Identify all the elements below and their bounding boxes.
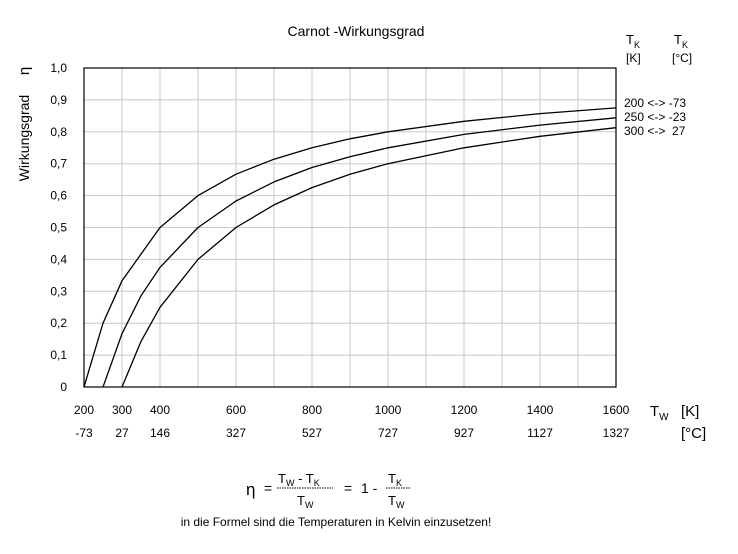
- formula-equals: =: [264, 480, 272, 496]
- legend-header-unit-c: [°C]: [672, 51, 692, 65]
- x-tick-label-k: 600: [226, 403, 246, 417]
- formula-eta: η: [246, 480, 255, 499]
- y-tick-label: 0,3: [50, 284, 67, 298]
- x-tick-label-c: 527: [302, 426, 322, 440]
- x-tick-label-c: 27: [115, 426, 129, 440]
- x-tick-label-c: 1127: [527, 426, 553, 440]
- x-tick-label-k: 400: [150, 403, 170, 417]
- formula-numerator: TW - TK: [278, 471, 320, 488]
- x-axis-symbol: TW: [650, 403, 669, 423]
- x-tick-label-c: 927: [454, 426, 474, 440]
- x-axis-unit-k: [K]: [681, 403, 699, 420]
- formula-denominator-2: TW: [388, 493, 405, 510]
- x-tick-label-c: -73: [75, 426, 93, 440]
- x-tick-label-k: 800: [302, 403, 322, 417]
- series-line-200: [83, 107, 617, 388]
- x-axis-unit-c: [°C]: [681, 425, 706, 442]
- formula-one-minus: 1 -: [361, 480, 378, 496]
- x-tick-label-c: 146: [150, 426, 170, 440]
- x-tick-label-k: 200: [74, 403, 94, 417]
- legend-entry-200: 200 <-> -73: [624, 96, 686, 110]
- formula-numerator-2: TK: [388, 471, 402, 488]
- series-line-250: [102, 117, 617, 388]
- legend-entry-250: 250 <-> -23: [624, 110, 686, 124]
- y-tick-label: 0,1: [50, 348, 67, 362]
- series-lines: [83, 107, 617, 388]
- x-tick-label-c: 727: [378, 426, 398, 440]
- plot-area-frame: [83, 67, 617, 388]
- formula-denominator: TW: [297, 493, 314, 510]
- y-tick-label: 0,7: [50, 157, 67, 171]
- legend-header-tk: TK: [626, 32, 640, 50]
- x-tick-label-k: 1200: [451, 403, 478, 417]
- x-tick-label-k: 1400: [527, 403, 554, 417]
- formula-equals-2: =: [344, 480, 352, 496]
- y-axis-eta-symbol: η: [16, 67, 33, 75]
- legend-header: TK [K] TK [°C]: [626, 32, 692, 65]
- legend-header-unit-k: [K]: [626, 51, 641, 65]
- grid: [83, 67, 617, 388]
- y-tick-label: 0,8: [50, 125, 67, 139]
- x-axis-title: TW [K] [°C]: [650, 403, 706, 442]
- legend-header-tc: TK: [674, 32, 688, 50]
- x-tick-label-k: 300: [112, 403, 132, 417]
- x-tick-label-c: 327: [226, 426, 246, 440]
- y-tick-label: 0,6: [50, 189, 67, 203]
- chart-title: Carnot -Wirkungsgrad: [288, 23, 425, 39]
- x-tick-label-k: 1000: [375, 403, 402, 417]
- legend-entry-300: 300 <-> 27: [624, 124, 686, 138]
- y-tick-label: 0,5: [50, 221, 67, 235]
- y-tick-labels: 0 0,1 0,2 0,3 0,4 0,5 0,6 0,7 0,8 0,9 1,0: [50, 61, 67, 394]
- y-axis-label: Wirkungsgrad: [16, 95, 32, 181]
- y-tick-label: 0,9: [50, 93, 67, 107]
- y-tick-label: 0,2: [50, 316, 67, 330]
- x-tick-label-k: 1600: [603, 403, 630, 417]
- y-tick-label: 0: [60, 380, 67, 394]
- series-line-300: [121, 127, 617, 388]
- x-tick-label-c: 1327: [603, 426, 630, 440]
- carnot-formula: η = TW - TK TW = 1 - TK TW: [246, 471, 410, 510]
- y-tick-label: 1,0: [50, 61, 67, 75]
- formula-note: in die Formel sind die Temperaturen in K…: [180, 515, 492, 529]
- x-tick-labels: 200 -73 300 27 400 146 600 327 800 527 1000 727 1200…: [74, 403, 630, 440]
- y-tick-label: 0,4: [50, 252, 67, 266]
